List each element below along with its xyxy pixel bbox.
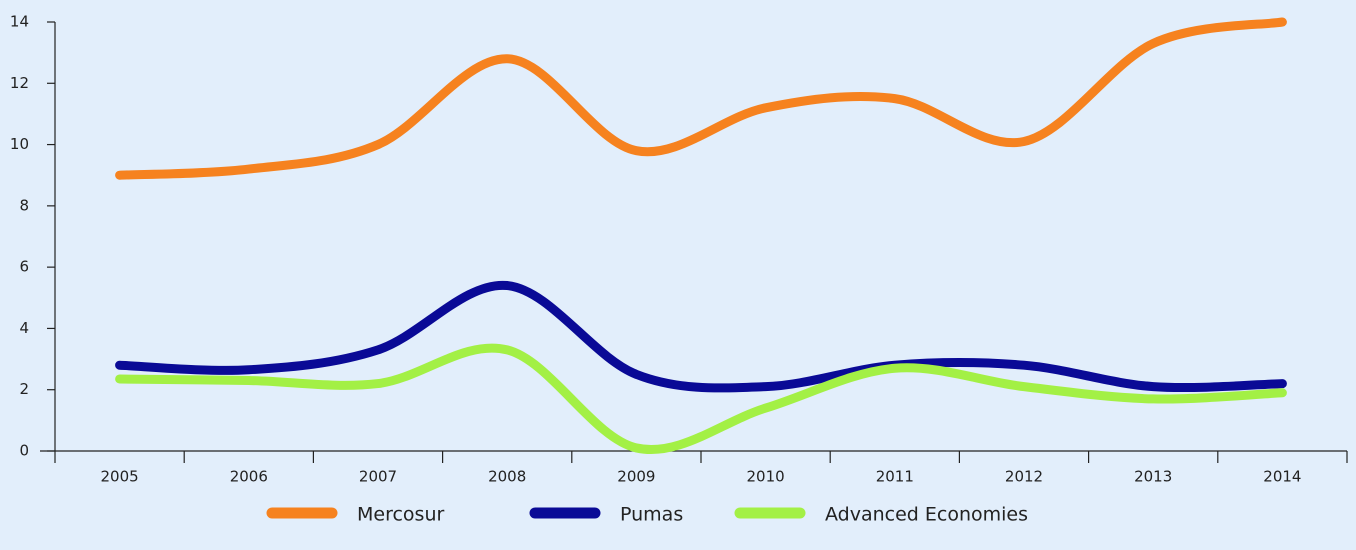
legend-label: Pumas xyxy=(620,504,683,526)
x-tick-label: 2008 xyxy=(488,468,526,486)
y-tick-label: 14 xyxy=(10,13,29,31)
y-tick-label: 8 xyxy=(19,196,29,214)
line-series xyxy=(115,281,1287,393)
legend-label: Advanced Economies xyxy=(825,504,1028,526)
y-tick-label: 2 xyxy=(19,380,29,398)
y-tick-label: 12 xyxy=(10,74,29,92)
line-series xyxy=(115,17,1287,180)
y-tick-label: 0 xyxy=(19,442,29,460)
y-tick-label: 6 xyxy=(19,258,29,276)
x-tick-label: 2012 xyxy=(1005,468,1043,486)
y-tick-label: 4 xyxy=(19,319,29,337)
x-tick-label: 2006 xyxy=(230,468,268,486)
x-tick-label: 2009 xyxy=(617,468,655,486)
x-tick-label: 2013 xyxy=(1134,468,1172,486)
legend-label: Mercosur xyxy=(357,504,444,526)
x-tick-label: 2007 xyxy=(359,468,397,486)
y-tick-label: 10 xyxy=(10,135,29,153)
x-tick-label: 2014 xyxy=(1263,468,1301,486)
x-tick-label: 2010 xyxy=(747,468,785,486)
line-series xyxy=(115,343,1287,454)
x-tick-label: 2005 xyxy=(101,468,139,486)
x-tick-label: 2011 xyxy=(876,468,914,486)
